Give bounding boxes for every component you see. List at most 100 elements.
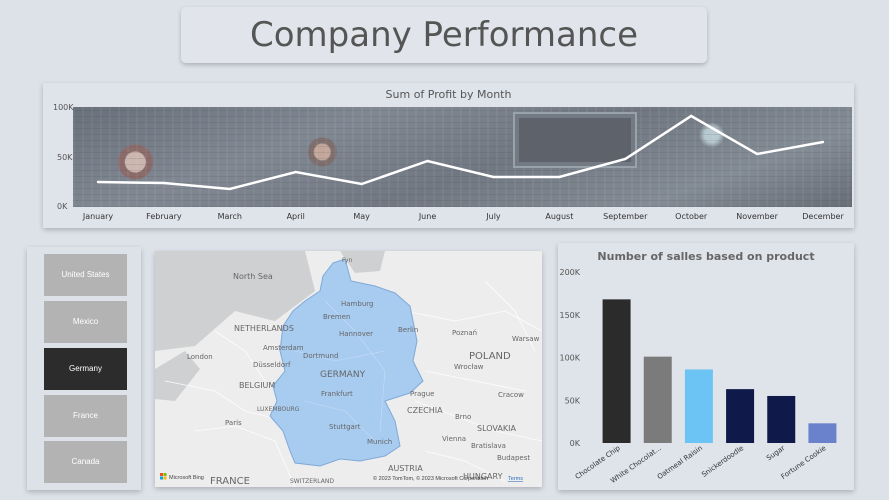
x-tick-january: January — [82, 212, 114, 221]
profit-point-may[interactable] — [360, 182, 363, 186]
label-vienna: Vienna — [442, 435, 466, 443]
label-london: London — [187, 353, 213, 361]
profit-line-chart[interactable]: Sum of Profit by Month 100K 50K 0K Janua… — [43, 83, 854, 228]
x-tick-february: February — [146, 212, 182, 221]
profit-point-september[interactable] — [624, 157, 627, 161]
profit-point-march[interactable] — [228, 187, 232, 191]
bar-category-label: Sugar — [765, 444, 786, 462]
slicer-item-canada[interactable]: Canada — [44, 441, 127, 483]
profit-point-december[interactable] — [821, 140, 825, 144]
country-slicer: United States Mexico Germany France Cana… — [27, 247, 141, 490]
bar-white-chocolat[interactable] — [643, 356, 672, 443]
sea-area — [155, 251, 315, 351]
baltic-area — [340, 251, 385, 273]
label-luxembourg: LUXEMBOURG — [257, 406, 300, 413]
label-switzerland: SWITZERLAND — [290, 478, 334, 485]
profit-line-plot — [96, 114, 825, 191]
x-tick-september: September — [603, 212, 648, 221]
bar-category-label: Fortune Cookie — [780, 444, 828, 481]
label-warsaw: Warsaw — [512, 335, 540, 343]
slicer-item-germany[interactable]: Germany — [44, 348, 127, 390]
bar-y-tick: 100K — [559, 354, 580, 363]
circuit-board-background-image — [73, 107, 852, 207]
bing-logo: Microsoft Bing — [160, 473, 204, 481]
label-paris: Paris — [225, 419, 242, 427]
y-tick: 100K — [53, 103, 74, 112]
germany-roads — [294, 300, 386, 442]
bar-y-tick: 150K — [559, 311, 580, 320]
x-tick-april: April — [286, 212, 305, 221]
channel-area — [155, 351, 200, 401]
sales-bar-chart[interactable]: Number of salles based on product 200K 15… — [558, 243, 854, 490]
label-netherlands: NETHERLANDS — [234, 324, 294, 333]
label-germany: GERMANY — [320, 370, 366, 380]
page-title: Company Performance — [249, 15, 638, 55]
label-bratislava: Bratislava — [471, 442, 506, 450]
slicer-item-united-states[interactable]: United States — [44, 254, 127, 296]
germany-highlight-region — [269, 258, 424, 467]
x-tick-march: March — [217, 212, 243, 221]
label-budapest: Budapest — [497, 454, 530, 462]
map-attribution: © 2023 TomTom, © 2023 Microsoft Corporat… — [373, 475, 488, 482]
profit-point-january[interactable] — [96, 180, 100, 184]
label-hamburg: Hamburg — [341, 300, 373, 308]
label-wroclaw: Wrocław — [454, 363, 484, 371]
x-tick-may: May — [353, 212, 370, 221]
label-poland: POLAND — [469, 351, 511, 362]
profit-point-november[interactable] — [755, 152, 759, 156]
bar-y-tick: 0K — [570, 439, 581, 448]
label-prague: Prague — [410, 390, 434, 398]
profit-series-line — [97, 114, 824, 191]
profit-point-october[interactable] — [689, 114, 693, 118]
terms-link[interactable]: Terms — [508, 476, 523, 482]
label-bremen: Bremen — [323, 313, 350, 321]
label-austria: AUSTRIA — [388, 464, 423, 473]
label-frankfurt: Frankfurt — [321, 390, 353, 398]
x-tick-july: July — [486, 212, 501, 221]
y-tick: 50K — [57, 153, 73, 162]
slicer-item-mexico[interactable]: Mexico — [44, 301, 127, 343]
label-hannover: Hannover — [339, 330, 373, 338]
germany-map[interactable]: North Sea NETHERLANDS BELGIUM FRANCE POL… — [155, 251, 542, 487]
label-cracow: Cracow — [498, 391, 524, 399]
label-fyn: Fyn — [342, 257, 352, 264]
label-belgium: BELGIUM — [239, 381, 275, 390]
bar-category-label: Oatmeal Raisin — [656, 444, 704, 481]
label-slovakia: SLOVAKIA — [477, 424, 516, 433]
label-dortmund: Dortmund — [303, 352, 338, 360]
label-stuttgart: Stuttgart — [329, 423, 361, 431]
title-card: Company Performance — [181, 7, 707, 63]
x-tick-october: October — [675, 212, 708, 221]
label-hungary: HUNGARY — [463, 472, 503, 481]
bar-fortune-cookie[interactable] — [808, 423, 837, 443]
x-tick-august: August — [545, 212, 574, 221]
label-munich: Munich — [367, 438, 392, 446]
label-berlin: Berlin — [398, 326, 418, 334]
bar-sugar[interactable] — [767, 395, 796, 443]
slicer-item-france[interactable]: France — [44, 395, 127, 437]
label-france: FRANCE — [210, 476, 250, 487]
bar-category-label: Snickerdoodle — [700, 444, 745, 479]
bar-snickerdoodle[interactable] — [726, 389, 755, 443]
bar-y-tick: 50K — [565, 396, 581, 405]
bing-logo-text: Microsoft Bing — [169, 475, 204, 481]
line-chart-title: Sum of Profit by Month — [385, 88, 512, 101]
chip-graphic — [513, 112, 637, 168]
profit-point-april[interactable] — [294, 170, 297, 174]
bar-oatmeal-raisin[interactable] — [684, 369, 713, 443]
profit-point-june[interactable] — [426, 159, 429, 163]
x-tick-december: December — [802, 212, 844, 221]
bar-chart-title: Number of salles based on product — [597, 250, 815, 263]
profit-point-february[interactable] — [162, 181, 166, 185]
x-tick-june: June — [418, 212, 437, 221]
label-poznan: Poznań — [452, 329, 477, 337]
profit-point-july[interactable] — [492, 175, 495, 179]
label-north-sea: North Sea — [233, 272, 273, 281]
label-amsterdam: Amsterdam — [263, 344, 304, 352]
x-tick-november: November — [736, 212, 778, 221]
profit-point-august[interactable] — [558, 175, 561, 179]
bar-chocolate-chip[interactable] — [602, 299, 631, 443]
label-czechia: CZECHIA — [407, 406, 443, 415]
label-dusseldorf: Düsseldorf — [253, 361, 291, 369]
